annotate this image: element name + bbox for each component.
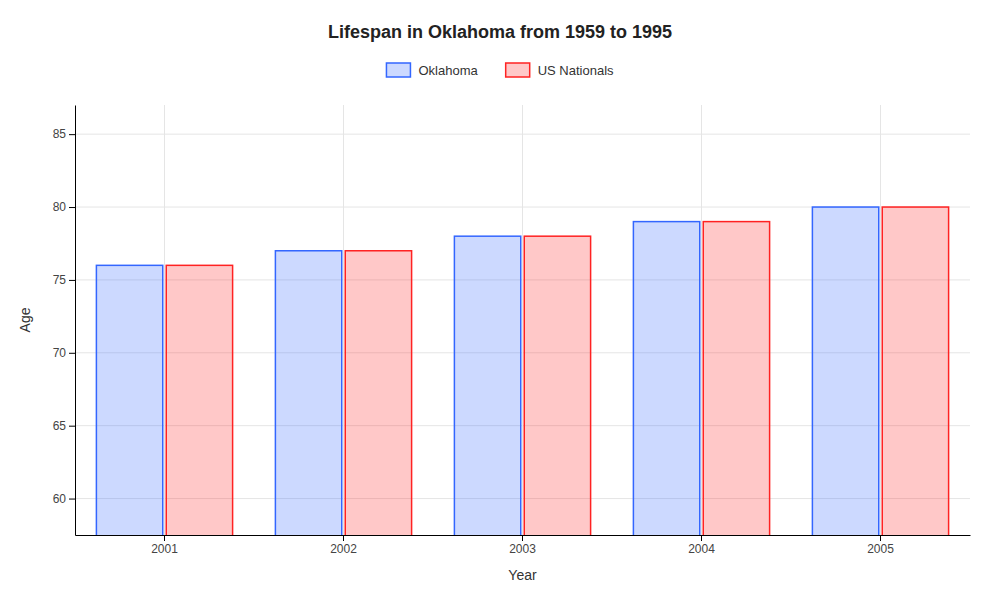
legend: Oklahoma US Nationals	[386, 63, 614, 78]
x-tick-mark	[343, 535, 344, 541]
x-axis-title: Year	[508, 567, 537, 583]
bar	[524, 236, 590, 535]
legend-swatch	[506, 63, 530, 77]
y-tick: 65	[53, 419, 75, 433]
y-axis-title: Age	[17, 307, 33, 332]
legend-label: US Nationals	[538, 63, 614, 78]
bar	[166, 265, 232, 535]
y-tick-label: 70	[53, 346, 67, 360]
grid-line-x	[164, 105, 165, 535]
y-axis: 60 65 70 75 80 85	[53, 106, 76, 536]
y-tick-mark	[69, 499, 75, 500]
x-tick: 2002	[330, 535, 357, 556]
x-tick-label: 2003	[509, 542, 536, 556]
x-tick-label: 2001	[151, 542, 178, 556]
legend-item: US Nationals	[506, 63, 614, 78]
y-tick: 85	[53, 127, 75, 141]
legend-label: Oklahoma	[418, 63, 478, 78]
bars	[96, 207, 948, 535]
y-tick: 70	[53, 346, 75, 360]
y-tick-mark	[69, 426, 75, 427]
bar	[812, 207, 878, 535]
x-tick: 2004	[688, 535, 715, 556]
grid-line-x	[701, 105, 702, 535]
x-tick-mark	[164, 535, 165, 541]
y-tick-label: 75	[53, 273, 67, 287]
title: Lifespan in Oklahoma from 1959 to 1995	[328, 22, 672, 42]
chart: 60 65 70 75 80 85 2001 2002 2003 2004 2005 Year Age L…	[0, 0, 1000, 600]
y-tick: 60	[53, 492, 75, 506]
y-tick-label: 65	[53, 419, 67, 433]
y-tick-label: 80	[53, 200, 67, 214]
x-tick-mark	[880, 535, 881, 541]
bar	[882, 207, 948, 535]
x-tick: 2005	[867, 535, 894, 556]
y-tick-label: 60	[53, 492, 67, 506]
x-tick: 2001	[151, 535, 178, 556]
x-tick-mark	[701, 535, 702, 541]
bar	[633, 222, 699, 535]
x-tick: 2003	[509, 535, 536, 556]
grid-line-x	[880, 105, 881, 535]
y-tick-mark	[69, 134, 75, 135]
y-tick-mark	[69, 207, 75, 208]
y-tick: 80	[53, 200, 75, 214]
y-tick-mark	[69, 353, 75, 354]
y-axis-line	[75, 106, 76, 536]
x-tick-mark	[522, 535, 523, 541]
plot: 60 65 70 75 80 85 2001 2002 2003 2004 2005	[53, 105, 971, 600]
bar	[454, 236, 520, 535]
grid-line-x	[343, 105, 344, 535]
bar	[96, 265, 162, 535]
legend-swatch	[386, 63, 410, 77]
x-tick-label: 2005	[867, 542, 894, 556]
x-axis: 2001 2002 2003 2004 2005	[76, 535, 971, 556]
x-tick-label: 2002	[330, 542, 357, 556]
y-tick-mark	[69, 280, 75, 281]
y-tick: 75	[53, 273, 75, 287]
grid-line-x	[522, 105, 523, 535]
legend-item: Oklahoma	[386, 63, 478, 78]
bar	[703, 222, 769, 535]
x-tick-label: 2004	[688, 542, 715, 556]
bar	[275, 251, 341, 535]
bar	[345, 251, 411, 535]
y-tick-label: 85	[53, 127, 67, 141]
